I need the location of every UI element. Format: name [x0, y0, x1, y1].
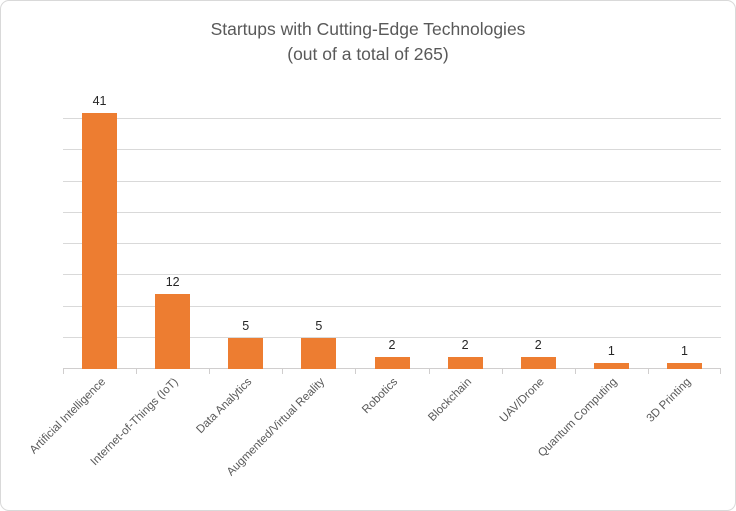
bar-7	[593, 362, 629, 369]
y-gridline	[63, 149, 721, 151]
y-gridline	[63, 336, 721, 338]
value-label: 5	[242, 318, 250, 333]
bar-5	[447, 356, 483, 369]
x-axis-tick	[502, 369, 503, 374]
category-label: Quantum Computing	[536, 376, 620, 460]
value-label: 2	[461, 337, 469, 352]
x-axis-tick	[575, 369, 576, 374]
y-gridline	[63, 305, 721, 307]
bar-3	[301, 337, 337, 369]
x-axis-tick	[63, 369, 64, 374]
x-axis-tick	[209, 369, 210, 374]
bar-1	[155, 294, 191, 369]
value-label: 5	[315, 318, 323, 333]
category-label: Blockchain	[425, 376, 474, 424]
chart-title: Startups with Cutting-Edge Technologies	[210, 19, 526, 39]
x-axis-tick	[720, 369, 721, 374]
category-label: 3D Printing	[644, 376, 693, 425]
x-axis-tick	[429, 369, 430, 374]
bar-6	[520, 356, 556, 369]
category-label: UAV/Drone	[497, 376, 547, 426]
plot-area: 41 12 5 5 2 2 2 1 1	[63, 89, 721, 374]
y-gridline	[63, 274, 721, 276]
y-gridline	[63, 243, 721, 244]
bar-2	[228, 337, 264, 369]
bar-8	[666, 362, 702, 369]
category-label: Data Analytics	[194, 376, 255, 437]
chart-subtitle: (out of a total of 265)	[287, 44, 449, 64]
value-label: 2	[534, 337, 542, 352]
x-axis-tick	[355, 369, 356, 374]
category-label: Robotics	[360, 376, 401, 417]
bar-4	[374, 356, 410, 369]
x-axis-tick	[282, 369, 283, 374]
value-label: 2	[388, 337, 396, 352]
x-axis-tick	[136, 369, 137, 374]
chart-title-block: Startups with Cutting-Edge Technologies …	[1, 17, 735, 67]
y-gridline	[63, 211, 721, 213]
value-label: 1	[680, 343, 688, 358]
value-label: 12	[165, 275, 180, 289]
y-gridline	[63, 118, 721, 119]
value-label: 1	[607, 343, 615, 358]
value-label: 41	[92, 93, 107, 108]
y-gridline	[63, 180, 721, 182]
category-label: Artificial Intelligence	[27, 376, 109, 457]
category-label: Internet-of-Things (IoT)	[89, 376, 182, 469]
bar-0	[82, 112, 118, 369]
x-axis-tick	[648, 369, 649, 374]
